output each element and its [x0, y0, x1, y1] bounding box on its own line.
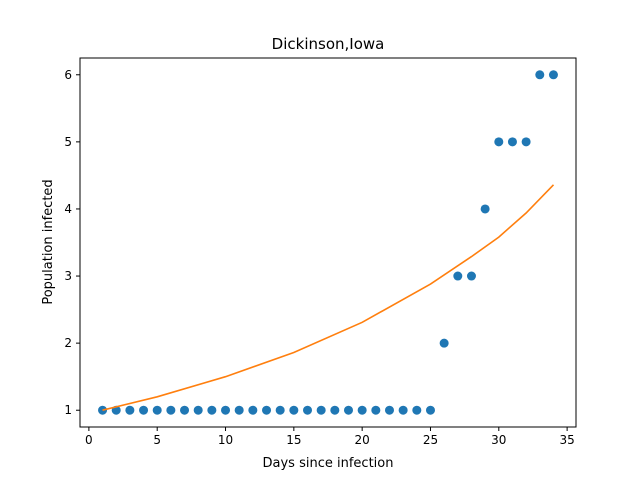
data-point — [466, 271, 476, 281]
x-tick-label: 0 — [85, 433, 93, 447]
data-point — [193, 405, 203, 415]
y-tick-label: 1 — [64, 403, 72, 417]
x-axis-label: Days since infection — [263, 456, 394, 471]
y-tick-label: 2 — [64, 336, 72, 350]
data-point — [125, 405, 135, 415]
data-point — [384, 405, 394, 415]
chart-title: Dickinson,Iowa — [272, 35, 385, 53]
data-point — [371, 405, 381, 415]
data-point — [548, 70, 558, 80]
data-point — [494, 137, 504, 147]
data-point — [180, 405, 190, 415]
data-point — [152, 405, 162, 415]
x-axis-ticks: 0 5 10 15 20 25 30 35 — [85, 427, 575, 447]
x-tick-label: 10 — [218, 433, 233, 447]
data-point — [316, 405, 326, 415]
data-point — [166, 405, 176, 415]
y-tick-label: 5 — [64, 135, 72, 149]
data-point — [207, 405, 217, 415]
data-point — [521, 137, 531, 147]
data-point — [139, 405, 149, 415]
data-point — [343, 405, 353, 415]
data-point — [303, 405, 313, 415]
data-point — [398, 405, 408, 415]
y-tick-label: 6 — [64, 68, 72, 82]
x-tick-label: 30 — [491, 433, 506, 447]
data-point — [275, 405, 285, 415]
data-point — [507, 137, 517, 147]
data-point — [289, 405, 299, 415]
data-point — [412, 405, 422, 415]
fit-curve — [102, 184, 555, 411]
data-point — [425, 405, 435, 415]
x-tick-label: 15 — [286, 433, 301, 447]
y-tick-label: 4 — [64, 202, 72, 216]
data-point — [535, 70, 545, 80]
data-point — [330, 405, 340, 415]
plot-area — [98, 70, 558, 415]
data-point — [453, 271, 463, 281]
x-tick-label: 35 — [559, 433, 574, 447]
y-axis-ticks: 1 2 3 4 5 6 — [64, 68, 80, 417]
axes-frame — [79, 57, 577, 428]
x-tick-label: 25 — [423, 433, 438, 447]
data-point — [221, 405, 231, 415]
data-point — [439, 338, 449, 348]
data-point — [234, 405, 244, 415]
data-point — [480, 204, 490, 214]
data-point — [262, 405, 272, 415]
data-point — [248, 405, 258, 415]
x-tick-label: 20 — [355, 433, 370, 447]
y-axis-label: Population infected — [41, 179, 56, 304]
y-tick-label: 3 — [64, 269, 72, 283]
data-point — [357, 405, 367, 415]
x-tick-label: 5 — [153, 433, 161, 447]
